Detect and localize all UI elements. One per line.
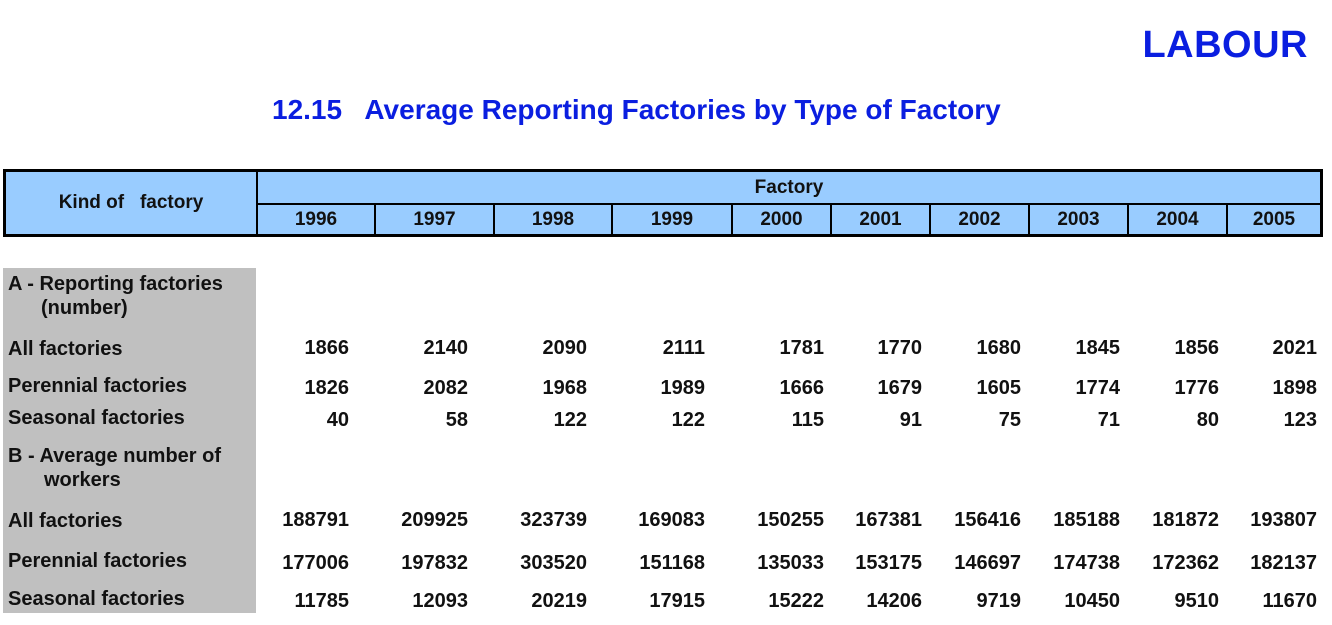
table-cell: 2082 xyxy=(423,377,469,399)
table-cell: 71 xyxy=(1097,409,1120,431)
table-cell: 197832 xyxy=(401,552,468,574)
table-cell: 123 xyxy=(1283,409,1317,431)
table-title: 12.15 Average Reporting Factories by Typ… xyxy=(272,94,1001,125)
table-cell: 135033 xyxy=(757,552,824,574)
table-cell: 14206 xyxy=(866,590,922,612)
table-cell: 1605 xyxy=(976,377,1022,399)
row-label: Perennial factories xyxy=(8,550,187,572)
table-cell: 91 xyxy=(899,409,922,431)
table-cell: 17915 xyxy=(649,590,705,612)
table-cell: 1826 xyxy=(304,377,350,399)
table-row: 1866 2140 2090 2111 1781 1770 1680 1845 1856 2021 xyxy=(0,337,1332,363)
table-cell: 9510 xyxy=(1174,590,1220,612)
table-cell: 2021 xyxy=(1272,337,1318,359)
table-cell: 1898 xyxy=(1272,377,1318,399)
table-cell: 1770 xyxy=(877,337,923,359)
table-cell: 167381 xyxy=(855,509,922,531)
table-cell: 188791 xyxy=(282,509,349,531)
table-cell: 156416 xyxy=(954,509,1021,531)
year-header-row: 1996 1997 1998 1999 2000 2001 2002 2003 … xyxy=(258,205,1320,234)
year-header-2003: 2003 xyxy=(1030,205,1129,234)
table-row: 11785 12093 20219 17915 15222 14206 9719 10450 9… xyxy=(0,590,1332,616)
row-label: Seasonal factories xyxy=(8,407,185,429)
table-cell: 12093 xyxy=(412,590,468,612)
year-header-2000: 2000 xyxy=(733,205,832,234)
table-cell: 209925 xyxy=(401,509,468,531)
table-cell: 1781 xyxy=(779,337,825,359)
table-cell: 115 xyxy=(791,409,824,431)
table-cell: 172362 xyxy=(1152,552,1219,574)
section-b-heading: B - Average number of workers xyxy=(8,444,221,492)
kind-of-factory-header: Kind of factory xyxy=(6,172,258,234)
table-cell: 1989 xyxy=(660,377,706,399)
table-cell: 11670 xyxy=(1262,590,1317,612)
table-cell: 11785 xyxy=(294,590,349,612)
table-cell: 9719 xyxy=(976,590,1022,612)
year-header-2005: 2005 xyxy=(1252,208,1296,230)
table-cell: 58 xyxy=(445,409,468,431)
section-a-heading: A - Reporting factories (number) xyxy=(8,272,223,320)
row-label: Perennial factories xyxy=(8,375,187,397)
table-row: 177006 197832 303520 151168 135033 153175 1466… xyxy=(0,552,1332,578)
table-row: 40 58 122 122 115 91 75 71 80 123 xyxy=(0,409,1332,435)
table-cell: 151168 xyxy=(639,552,705,574)
table-cell: 177006 xyxy=(282,552,349,574)
table-cell: 40 xyxy=(326,409,349,431)
section-b-heading-line1: B - Average number of xyxy=(8,445,221,467)
table-cell: 193807 xyxy=(1250,509,1317,531)
table-cell: 1866 xyxy=(304,337,350,359)
row-label: All factories xyxy=(8,510,123,532)
year-header-2002: 2002 xyxy=(931,205,1030,234)
table-cell: 10450 xyxy=(1064,590,1120,612)
table-cell: 1679 xyxy=(877,377,923,399)
table-cell: 185188 xyxy=(1053,509,1120,531)
table-cell: 181872 xyxy=(1152,509,1219,531)
table-row: 188791 209925 323739 169083 150255 167381 1564… xyxy=(0,509,1332,535)
table-cell: 1776 xyxy=(1174,377,1220,399)
table-cell: 303520 xyxy=(520,552,587,574)
year-header-2004: 2004 xyxy=(1129,205,1228,234)
table-header: Kind of factory Factory 1996 1997 1998 1… xyxy=(3,169,1323,237)
table-cell: 1856 xyxy=(1174,337,1220,359)
table-cell: 153175 xyxy=(855,552,922,574)
row-label-column xyxy=(3,268,256,613)
section-title: LABOUR xyxy=(1142,24,1308,66)
section-b-heading-line2: workers xyxy=(44,469,121,491)
year-header-2001: 2001 xyxy=(832,205,931,234)
table-cell: 20219 xyxy=(531,590,587,612)
table-cell: 1774 xyxy=(1075,377,1121,399)
table-cell: 323739 xyxy=(520,509,587,531)
year-header-1996: 1996 xyxy=(258,205,376,234)
row-label: Seasonal factories xyxy=(8,588,185,610)
table-cell: 150255 xyxy=(757,509,824,531)
table-cell: 169083 xyxy=(638,509,705,531)
year-header-1999: 1999 xyxy=(613,205,733,234)
table-cell: 146697 xyxy=(954,552,1021,574)
table-cell: 1968 xyxy=(542,377,588,399)
table-cell: 1680 xyxy=(976,337,1022,359)
table-cell: 80 xyxy=(1196,409,1219,431)
row-label: All factories xyxy=(8,338,123,360)
table-cell: 15222 xyxy=(768,590,824,612)
table-cell: 182137 xyxy=(1250,552,1317,574)
table-cell: 2090 xyxy=(542,337,588,359)
table-cell: 122 xyxy=(671,409,705,431)
section-a-heading-line2: (number) xyxy=(41,297,128,319)
table-cell: 2111 xyxy=(662,337,705,359)
table-cell: 174738 xyxy=(1053,552,1120,574)
table-cell: 122 xyxy=(553,409,587,431)
year-header-1998: 1998 xyxy=(495,205,613,234)
year-header-1997: 1997 xyxy=(376,205,495,234)
table-row: 1826 2082 1968 1989 1666 1679 1605 1774 1776 1898 xyxy=(0,377,1332,403)
section-a-heading-line1: A - Reporting factories xyxy=(8,273,223,295)
table-cell: 1845 xyxy=(1075,337,1121,359)
table-cell: 75 xyxy=(998,409,1021,431)
table-cell: 1666 xyxy=(779,377,825,399)
table-cell: 2140 xyxy=(423,337,469,359)
factory-group-header: Factory xyxy=(258,172,1320,205)
